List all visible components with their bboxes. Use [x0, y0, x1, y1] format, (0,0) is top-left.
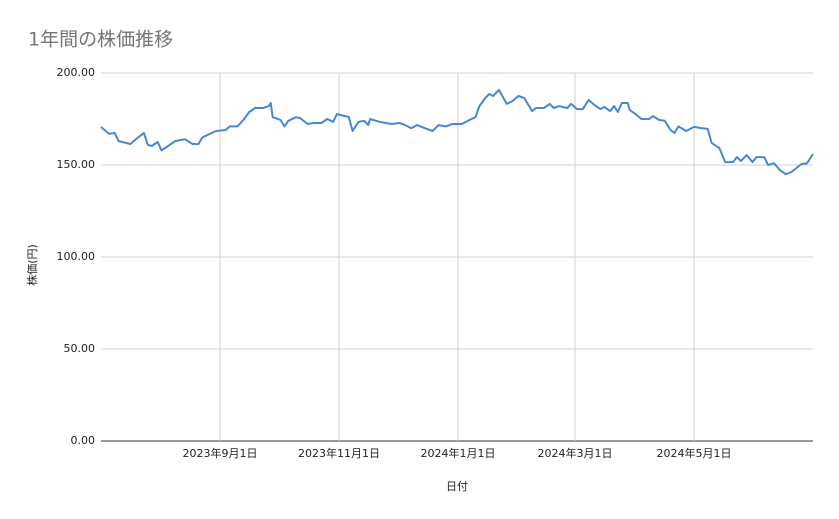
x-tick-label: 2024年1月1日 [420, 446, 495, 460]
x-tick-label: 2024年3月1日 [538, 446, 613, 460]
x-tick-label: 2023年9月1日 [182, 446, 257, 460]
x-axis-label: 日付 [446, 480, 468, 493]
y-axis-label: 株価(円) [25, 244, 39, 286]
x-tick-label: 2024年5月1日 [657, 446, 732, 460]
y-tick-label: 50.00 [64, 342, 96, 355]
y-tick-label: 0.00 [71, 434, 96, 447]
price-line [100, 88, 814, 176]
y-tick-label: 150.00 [57, 158, 96, 171]
x-tick-label: 2023年11月1日 [298, 446, 380, 460]
chart-title: 1年間の株価推移 [28, 29, 173, 51]
y-tick-label: 100.00 [57, 250, 96, 263]
y-tick-label: 200.00 [57, 66, 96, 79]
